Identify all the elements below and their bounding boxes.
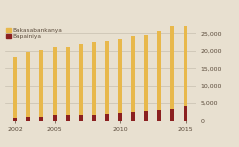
Bar bbox=[131, 36, 135, 112]
Bar bbox=[92, 115, 96, 121]
Bar bbox=[144, 35, 148, 111]
Bar bbox=[66, 115, 70, 121]
Bar bbox=[26, 52, 30, 117]
Bar bbox=[13, 57, 17, 118]
Bar bbox=[170, 26, 174, 109]
Bar bbox=[118, 112, 122, 121]
Bar bbox=[53, 47, 56, 115]
Bar bbox=[53, 115, 56, 121]
Bar bbox=[184, 18, 187, 106]
Bar bbox=[131, 112, 135, 121]
Bar bbox=[13, 118, 17, 121]
Bar bbox=[157, 110, 161, 121]
Bar bbox=[144, 111, 148, 121]
Bar bbox=[157, 31, 161, 110]
Bar bbox=[39, 50, 43, 117]
Bar bbox=[92, 42, 96, 115]
Bar bbox=[118, 39, 122, 112]
Legend: Bakasabankanya, Bapainiya: Bakasabankanya, Bapainiya bbox=[5, 27, 63, 40]
Bar bbox=[170, 109, 174, 121]
Bar bbox=[184, 106, 187, 121]
Bar bbox=[26, 117, 30, 121]
Bar bbox=[79, 115, 83, 121]
Bar bbox=[39, 117, 43, 121]
Bar bbox=[105, 41, 109, 114]
Bar bbox=[105, 114, 109, 121]
Bar bbox=[66, 47, 70, 115]
Bar bbox=[79, 44, 83, 115]
